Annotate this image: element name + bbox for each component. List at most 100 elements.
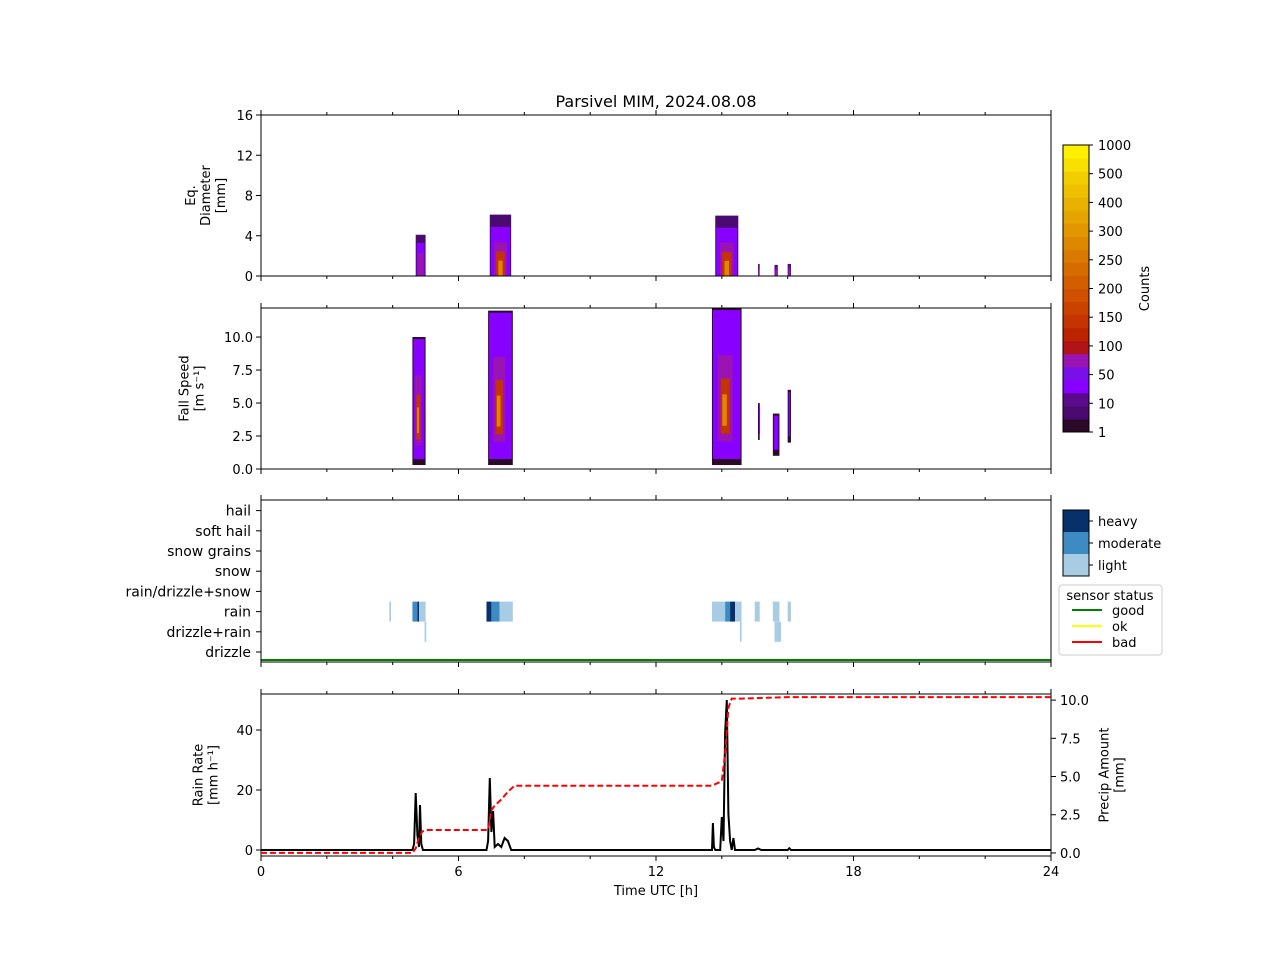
x-tick-label-24: 24 — [1043, 865, 1060, 880]
colorbar-segment — [1063, 210, 1089, 224]
colorbar-tick-label: 400 — [1098, 196, 1123, 211]
fall-cell-outer — [758, 403, 760, 440]
precip-type-cell — [754, 601, 760, 622]
precip-type-cell — [389, 601, 392, 622]
precip-type-cell — [730, 601, 735, 622]
colorbar-segment — [1063, 223, 1089, 237]
diameter-axes-frame — [260, 114, 1052, 277]
diameter-cell-mid — [417, 253, 424, 276]
rain-ytick-label: 20 — [236, 784, 253, 799]
precip-type-cell — [735, 601, 742, 622]
colorbar-segment — [1063, 340, 1089, 355]
rain-rate-axes-frame — [260, 693, 1052, 857]
fall-speed-ylabel-line: [m s⁻¹] — [193, 366, 208, 412]
colorbar-segment — [1063, 366, 1089, 381]
diameter-ytick-label: 4 — [245, 230, 253, 245]
rain-rate-ylabel-line: [mm h⁻¹] — [207, 745, 222, 805]
precip-type-label: snow — [215, 564, 251, 580]
intensity-swatch-light — [1063, 554, 1089, 576]
colorbar-segment — [1063, 418, 1089, 433]
colorbar-segment — [1063, 158, 1089, 172]
precip-type-cell — [417, 601, 419, 622]
x-tick-label-18: 18 — [845, 865, 862, 880]
diameter-cell-mid — [775, 269, 778, 276]
diameter-ytick-label: 16 — [236, 109, 253, 124]
precip-type-cell — [711, 601, 726, 622]
x-tick-label-12: 12 — [648, 865, 665, 880]
colorbar-segment — [1063, 314, 1089, 329]
colorbar-segment — [1063, 275, 1089, 289]
precip-type-cell — [772, 601, 780, 622]
intensity-label-light: light — [1098, 559, 1127, 574]
status-legend-title: sensor status — [1066, 589, 1153, 604]
fall-ytick-label: 0.0 — [232, 463, 253, 478]
precip-type-label: drizzle — [205, 645, 251, 661]
status-legend-label-ok: ok — [1112, 620, 1128, 635]
intensity-swatch-moderate — [1063, 532, 1089, 554]
diameter-ylabel-line: Diameter — [199, 165, 214, 226]
diameter-ylabel-line: [mm] — [214, 178, 229, 213]
precip-type-heatmap — [389, 601, 791, 642]
precip-type-cell — [725, 601, 731, 622]
colorbar-tick-label: 150 — [1098, 311, 1123, 326]
diameter-ytick-label: 0 — [245, 270, 253, 285]
precip-type-cell — [412, 601, 418, 622]
precip-type-cell — [491, 601, 500, 622]
precip-amount-ytick-label: 2.5 — [1060, 809, 1081, 824]
fall-cell-body — [759, 405, 761, 434]
colorbar-segment — [1063, 288, 1089, 303]
rain-rate-ylabel-line: Rain Rate — [192, 744, 207, 807]
colorbar-tick-label: 300 — [1098, 225, 1123, 240]
precip-type-cell — [486, 601, 492, 622]
precip-amount-ytick-label: 5.0 — [1060, 771, 1081, 786]
colorbar-tick-label: 1000 — [1098, 139, 1131, 154]
colorbar-segment — [1063, 197, 1089, 211]
precip-type-cell — [787, 601, 791, 622]
colorbar-tick-label: 200 — [1098, 283, 1123, 298]
fall-ytick-label: 10.0 — [224, 331, 253, 346]
diameter-heatmap — [415, 214, 791, 276]
fall-speed-axes-frame — [260, 307, 1052, 470]
precip-amount-series-line — [261, 696, 1051, 854]
colorbar-tick-label: 1 — [1098, 426, 1106, 441]
rain-ytick-label: 0 — [245, 844, 253, 859]
x-tick-label-6: 6 — [454, 865, 462, 880]
colorbar-tick-label: 10 — [1098, 397, 1115, 412]
fall-ytick-label: 2.5 — [232, 430, 253, 445]
precip-amount-ytick-label: 10.0 — [1060, 694, 1089, 709]
colorbar-segment — [1063, 405, 1089, 420]
fall-cell-peak — [722, 394, 727, 426]
fall-cell-peak — [417, 407, 419, 434]
diameter-cell-peak — [498, 260, 503, 276]
rain-rate-series-line — [261, 699, 1051, 851]
fall-speed-ylabel: Fall Speed [m s⁻¹] — [178, 355, 208, 421]
rain-rate-ylabel: Rain Rate [mm h⁻¹] — [192, 744, 222, 807]
precip-type-label: drizzle+rain — [166, 625, 251, 641]
fall-speed-heatmap — [412, 308, 791, 466]
colorbar-segment — [1063, 327, 1089, 342]
colorbar-tick-label: 100 — [1098, 340, 1123, 355]
fall-ytick-label: 5.0 — [232, 397, 253, 412]
diameter-cell-peak — [724, 260, 730, 276]
status-legend-label-bad: bad — [1112, 636, 1136, 651]
precip-type-cell — [419, 601, 426, 622]
intensity-label-heavy: heavy — [1098, 515, 1138, 530]
diameter-cell-mid — [788, 269, 791, 276]
colorbar-tick-label: 50 — [1098, 369, 1115, 384]
precip-type-label: rain/drizzle+snow — [126, 584, 251, 600]
precip-amount-ytick-label: 0.0 — [1060, 847, 1081, 862]
diameter-ytick-label: 12 — [236, 149, 253, 164]
precip-type-cell — [499, 601, 513, 622]
colorbar-segment — [1063, 145, 1089, 159]
intensity-legend-frame — [1062, 509, 1090, 577]
intensity-label-moderate: moderate — [1098, 537, 1161, 552]
diameter-ylabel-line: Eq. — [184, 185, 199, 206]
precip-amount-ylabel: Precip Amount [mm] — [1098, 728, 1128, 823]
diameter-ylabel: Eq. Diameter [mm] — [184, 165, 229, 226]
precip-type-cell — [774, 621, 782, 642]
fall-speed-ylabel-line: Fall Speed — [178, 355, 193, 421]
intensity-swatch-heavy — [1063, 510, 1089, 532]
status-legend-label-good: good — [1112, 604, 1144, 619]
